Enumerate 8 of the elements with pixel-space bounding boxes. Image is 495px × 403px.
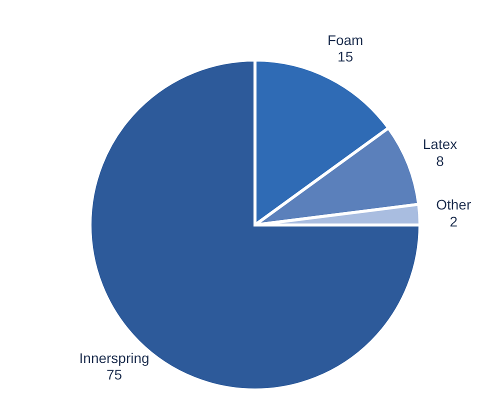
slice-label: Foam	[327, 32, 364, 48]
slice-label: Latex	[422, 136, 458, 152]
data-label: 75	[106, 366, 122, 383]
slice-label: Innerspring	[79, 350, 150, 366]
data-label: 15	[338, 48, 354, 65]
data-label: 8	[436, 152, 444, 169]
data-label: 2	[450, 214, 458, 230]
slice-label: Other	[436, 196, 472, 213]
